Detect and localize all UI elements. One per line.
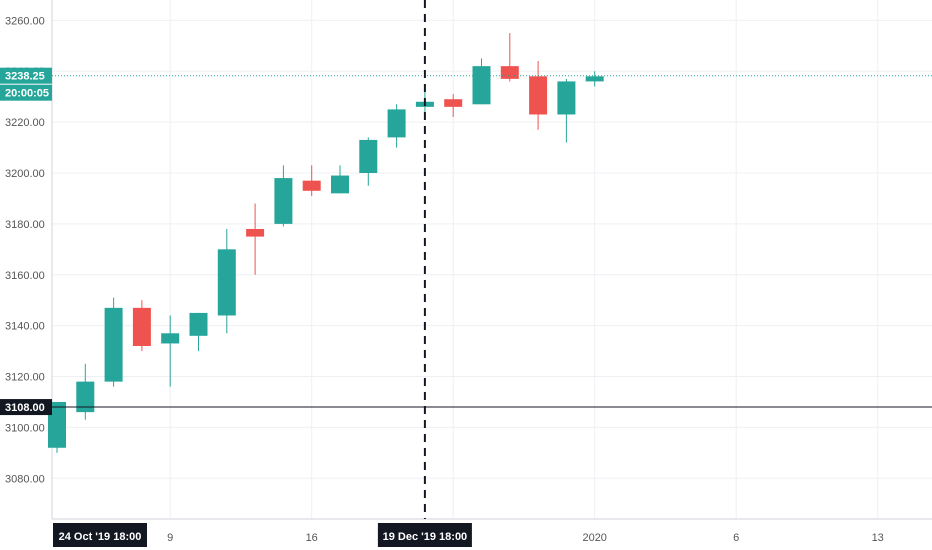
x-tick-label: 16 — [306, 532, 318, 544]
candle — [529, 61, 548, 130]
candle-body — [387, 109, 406, 138]
first-date-badge — [53, 523, 147, 547]
candle-body — [48, 401, 66, 448]
candle-body — [529, 76, 548, 115]
crosshair-date-badge — [377, 523, 472, 547]
crosshair-price-badge — [0, 399, 52, 416]
candle-body — [585, 76, 604, 82]
candle — [217, 228, 236, 334]
current-price-badge — [0, 67, 52, 84]
x-tick-label: 6 — [733, 532, 739, 544]
candle — [48, 401, 66, 453]
candle — [387, 104, 406, 148]
y-tick-label: 3140.00 — [5, 321, 45, 333]
candle-body — [76, 381, 95, 413]
candle — [472, 58, 491, 105]
candle — [359, 137, 378, 186]
y-tick-label: 3120.00 — [5, 372, 45, 384]
x-tick-label: 13 — [872, 532, 884, 544]
y-tick-label: 3180.00 — [5, 219, 45, 231]
candle-body — [132, 307, 151, 346]
first-date-label: 24 Oct '19 18:00 — [59, 531, 142, 543]
candle-body — [161, 333, 180, 344]
candle-body — [557, 81, 576, 115]
grid — [52, 0, 932, 519]
candle-body — [444, 99, 463, 107]
candle — [444, 94, 463, 118]
candle — [189, 312, 208, 352]
candle — [274, 165, 293, 227]
x-tick-label: 2020 — [582, 532, 606, 544]
y-tick-label: 3160.00 — [5, 270, 45, 282]
candle — [585, 71, 604, 87]
candle — [246, 203, 265, 275]
countdown-label: 20:00:05 — [5, 88, 49, 100]
axes: 3080.00 3100.00 3120.00 3140.00 3160.00 3180.… — [5, 0, 932, 544]
y-tick-label: 3260.00 — [5, 15, 45, 27]
candle-body — [189, 312, 208, 336]
y-tick-label: 3100.00 — [5, 422, 45, 434]
candle — [104, 297, 123, 387]
candle-body — [472, 66, 491, 105]
candle — [76, 363, 95, 420]
y-tick-label: 3220.00 — [5, 117, 45, 129]
current-price-label: 3238.25 — [5, 71, 45, 83]
crosshair-price-label: 3108.00 — [5, 402, 45, 414]
candle-body — [302, 180, 321, 191]
y-tick-label: 3080.00 — [5, 473, 45, 485]
candle-body — [217, 249, 236, 316]
candle-body — [104, 307, 123, 382]
candle — [500, 33, 519, 82]
candle — [331, 165, 349, 194]
candle — [557, 78, 576, 143]
y-tick-label: 3200.00 — [5, 168, 45, 180]
candle-body — [359, 139, 378, 173]
candle-body — [246, 228, 265, 237]
crosshair-date-label: 19 Dec '19 18:00 — [383, 531, 468, 543]
candles — [48, 33, 604, 453]
candle-body — [500, 66, 519, 79]
candle-body — [274, 178, 293, 224]
candle — [132, 300, 151, 352]
candle — [302, 165, 321, 196]
candle-body — [331, 175, 349, 194]
countdown-badge — [0, 84, 52, 101]
candle — [161, 315, 180, 387]
x-tick-label: 9 — [167, 532, 173, 544]
